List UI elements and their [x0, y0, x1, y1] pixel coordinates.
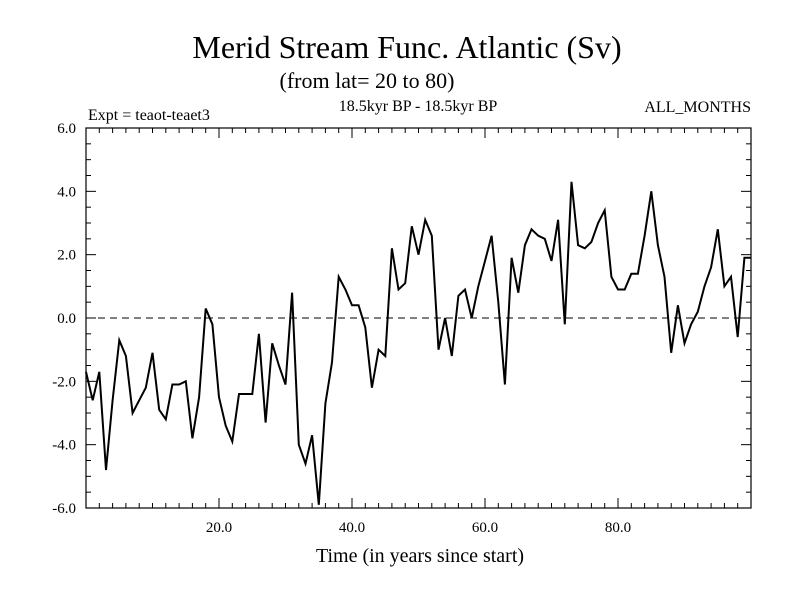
header-center: 18.5kyr BP - 18.5kyr BP	[339, 98, 498, 115]
x-tick-label: 80.0	[605, 520, 631, 536]
chart-marks: 20.0 40.0 60.0 80.0 -6.0 -4.0 -2.0 0.0 2.0 4.0 6.0	[52, 121, 751, 536]
chart-title: Merid Stream Func. Atlantic (Sv)	[192, 29, 621, 65]
chart-subtitle: (from lat= 20 to 80)	[280, 68, 455, 93]
y-tick-label: -4.0	[52, 438, 76, 454]
x-tick-label: 60.0	[472, 520, 498, 536]
y-tick-label: 4.0	[57, 184, 76, 200]
plot-frame	[85, 127, 752, 509]
series-line	[85, 181, 751, 505]
x-axis-label: Time (in years since start)	[316, 545, 524, 567]
header-right: ALL_MONTHS	[644, 99, 751, 116]
x-tick-label: 20.0	[206, 520, 232, 536]
header-left: Expt = teaot-teaet3	[88, 107, 210, 124]
y-tick-label: 0.0	[57, 311, 76, 327]
y-tick-label: 2.0	[57, 248, 76, 264]
y-tick-label: -2.0	[52, 374, 76, 390]
y-tick-label: -6.0	[52, 501, 76, 517]
x-tick-label: 40.0	[339, 520, 365, 536]
y-tick-label: 6.0	[57, 121, 76, 137]
